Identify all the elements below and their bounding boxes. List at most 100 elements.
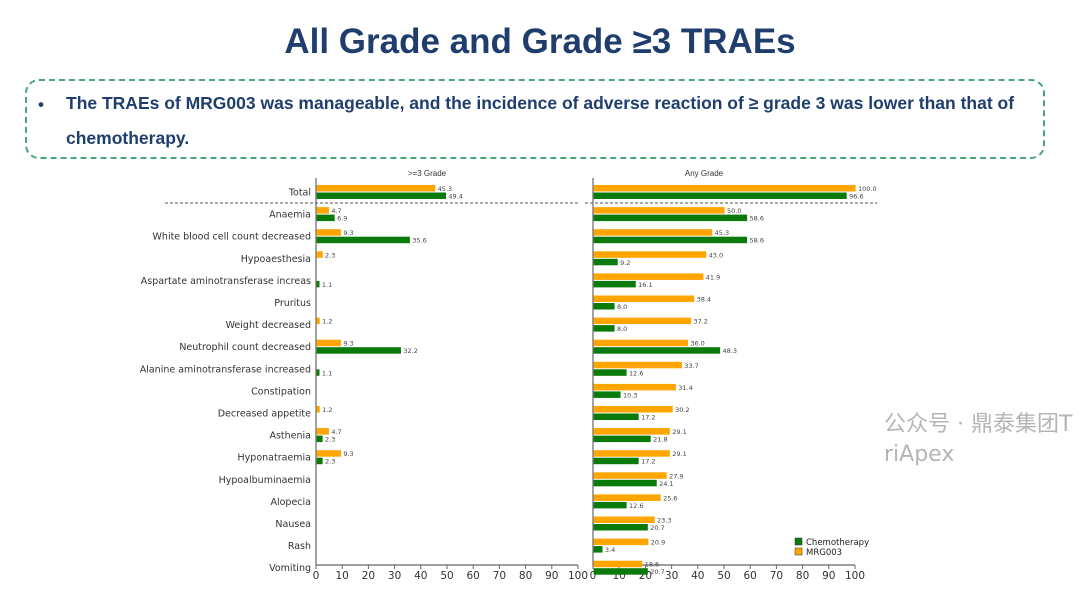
data-label: 50.0 xyxy=(727,207,741,215)
data-label: 2.3 xyxy=(325,251,335,259)
bar-chemotherapy xyxy=(593,325,615,332)
category-label: Anaemia xyxy=(269,210,311,221)
legend-label: Chemotherapy xyxy=(806,538,869,548)
bar-mrg003 xyxy=(593,317,692,325)
data-label: 48.3 xyxy=(723,347,737,355)
data-label: 18.6 xyxy=(645,561,659,569)
x-tick-label: 70 xyxy=(770,570,783,582)
panel-title: Any Grade xyxy=(685,169,724,178)
bar-chemotherapy xyxy=(316,347,401,354)
data-label: 36.0 xyxy=(690,340,704,348)
x-tick-label: 50 xyxy=(440,570,453,582)
bar-chemotherapy xyxy=(593,391,621,398)
data-label: 37.2 xyxy=(693,318,707,326)
data-label: 1.1 xyxy=(322,369,332,377)
bar-mrg003 xyxy=(593,406,673,413)
bar-mrg003 xyxy=(593,450,670,457)
bar-mrg003 xyxy=(316,406,320,413)
bar-chemotherapy xyxy=(593,501,627,509)
data-label: 2.3 xyxy=(325,458,335,466)
data-label: 30.2 xyxy=(675,406,689,414)
data-label: 29.1 xyxy=(672,450,686,458)
x-tick-label: 80 xyxy=(796,570,809,582)
category-label: Vomiting xyxy=(269,563,311,574)
data-label: 9.2 xyxy=(620,259,630,267)
category-label: Aspartate aminotransferase increas xyxy=(141,276,311,287)
data-label: 1.2 xyxy=(322,406,332,414)
category-label: Alopecia xyxy=(270,497,311,508)
bar-chemotherapy xyxy=(593,479,657,487)
bar-mrg003 xyxy=(593,207,725,214)
data-label: 41.9 xyxy=(706,273,720,281)
data-label: 45.3 xyxy=(438,185,452,193)
data-label: 100.0 xyxy=(858,185,877,193)
category-label: Rash xyxy=(288,541,311,552)
category-label: Weight decreased xyxy=(226,320,311,331)
data-label: 9.3 xyxy=(343,340,353,348)
data-label: 20.7 xyxy=(650,568,664,576)
bar-chemotherapy xyxy=(316,192,447,199)
data-label: 38.4 xyxy=(697,296,711,304)
bar-chemotherapy xyxy=(593,369,627,376)
bar-mrg003 xyxy=(593,361,682,369)
data-label: 17.2 xyxy=(641,414,655,422)
bar-mrg003 xyxy=(593,472,667,479)
bar-chemotherapy xyxy=(316,236,410,244)
x-tick-label: 30 xyxy=(388,570,401,582)
data-label: 1.1 xyxy=(322,281,332,289)
bar-mrg003 xyxy=(593,560,643,568)
category-label: Hypoalbuminaemia xyxy=(219,475,311,486)
bar-mrg003 xyxy=(593,383,676,391)
bar-mrg003 xyxy=(593,428,670,435)
data-label: 16.1 xyxy=(638,281,652,289)
x-tick-label: 40 xyxy=(691,570,704,582)
data-label: 9.3 xyxy=(343,229,353,237)
data-label: 43.0 xyxy=(709,251,723,259)
data-label: 29.1 xyxy=(672,428,686,436)
bar-chemotherapy xyxy=(593,546,603,553)
x-tick-label: 90 xyxy=(822,570,835,582)
category-label: Hyponatraemia xyxy=(238,453,311,464)
data-label: 4.7 xyxy=(331,207,341,215)
data-label: 4.7 xyxy=(331,428,341,436)
x-tick-label: 60 xyxy=(744,570,757,582)
data-label: 1.2 xyxy=(322,318,332,326)
data-label: 6.9 xyxy=(337,215,347,223)
category-label: Hypoaesthesia xyxy=(241,254,311,265)
data-label: 12.6 xyxy=(629,369,643,377)
data-label: 24.1 xyxy=(659,480,673,488)
bar-mrg003 xyxy=(593,251,707,258)
data-label: 31.4 xyxy=(678,384,692,392)
data-label: 27.9 xyxy=(669,472,683,480)
bar-chemotherapy xyxy=(593,457,639,465)
data-label: 96.6 xyxy=(849,193,863,201)
bar-mrg003 xyxy=(593,538,649,546)
data-label: 35.6 xyxy=(412,237,426,245)
legend-label: MRG003 xyxy=(806,548,842,558)
bar-chemotherapy xyxy=(593,258,618,266)
bar-chemotherapy xyxy=(593,280,636,288)
bar-chemotherapy xyxy=(593,214,748,222)
x-tick-label: 100 xyxy=(568,570,588,582)
bar-chemotherapy xyxy=(593,435,651,443)
x-tick-label: 10 xyxy=(336,570,349,582)
data-label: 20.9 xyxy=(651,539,665,547)
bar-mrg003 xyxy=(316,428,329,435)
data-label: 2.3 xyxy=(325,436,335,444)
data-label: 3.4 xyxy=(605,546,615,554)
data-label: 9.3 xyxy=(343,450,353,458)
category-label: White blood cell count decreased xyxy=(153,232,311,243)
bar-chemotherapy xyxy=(316,457,323,465)
category-label: Alanine aminotransferase increased xyxy=(140,364,311,375)
category-label: Asthenia xyxy=(269,431,311,442)
bar-chemotherapy xyxy=(316,369,320,376)
x-tick-label: 60 xyxy=(467,570,480,582)
category-label: Decreased appetite xyxy=(218,409,311,420)
bar-chemotherapy xyxy=(316,280,320,288)
bar-chemotherapy xyxy=(593,303,615,310)
bar-chemotherapy xyxy=(593,236,748,244)
data-label: 58.6 xyxy=(750,215,764,223)
data-label: 49.4 xyxy=(448,193,462,201)
bar-mrg003 xyxy=(593,494,661,501)
